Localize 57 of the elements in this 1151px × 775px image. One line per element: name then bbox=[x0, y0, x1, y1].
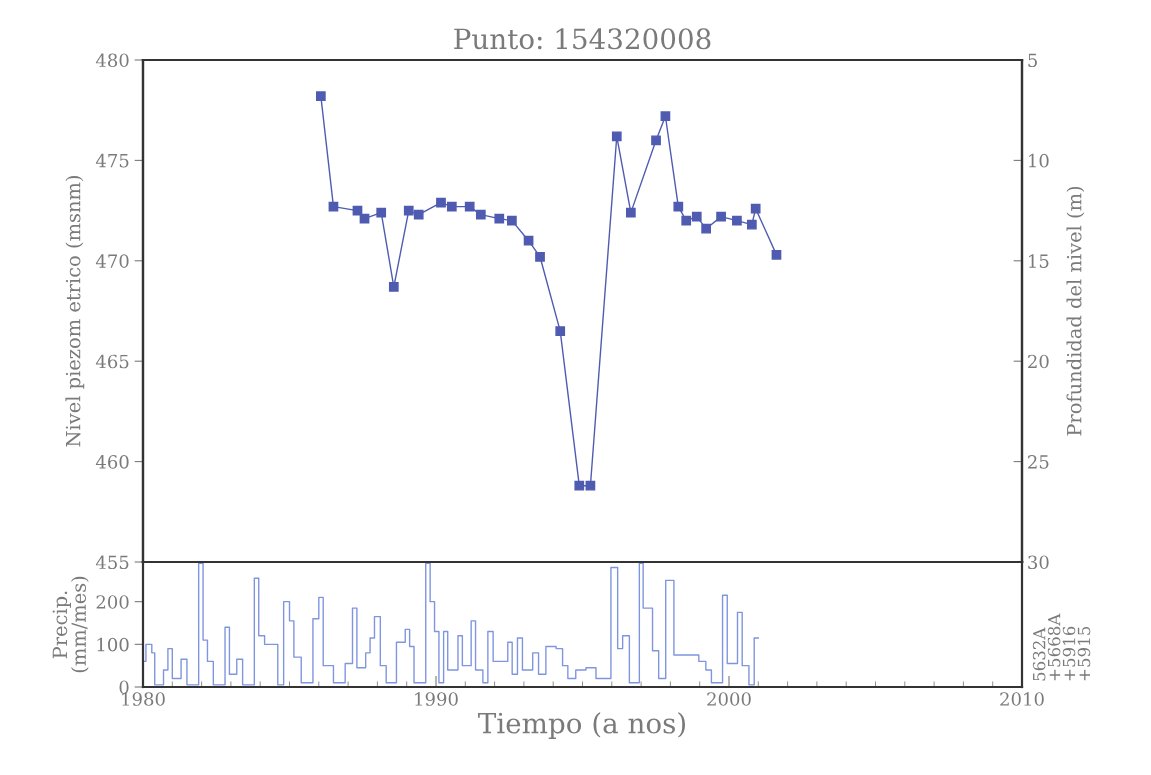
x-tick-label: 1990 bbox=[415, 692, 458, 706]
point bbox=[585, 480, 596, 491]
y-tick-label: 0 bbox=[119, 680, 129, 695]
y2-tick-label: 5 bbox=[1028, 53, 1037, 68]
point bbox=[413, 209, 424, 220]
point bbox=[673, 201, 684, 212]
y2-tick-label: 15 bbox=[1029, 254, 1049, 268]
y2-tick-label: 20 bbox=[1028, 354, 1049, 369]
point bbox=[494, 213, 505, 224]
y-tick-label: 475 bbox=[95, 153, 129, 168]
point bbox=[651, 135, 661, 146]
point bbox=[716, 211, 726, 222]
point bbox=[403, 205, 414, 216]
point bbox=[574, 480, 585, 491]
y2-tick-label: 10 bbox=[1029, 153, 1049, 168]
point bbox=[771, 249, 782, 260]
y-tick-label: 100 bbox=[97, 637, 129, 652]
point bbox=[611, 131, 622, 142]
point bbox=[681, 215, 692, 226]
point bbox=[315, 91, 326, 102]
y-tick-label: 465 bbox=[95, 354, 129, 369]
y-tick-label: 460 bbox=[95, 455, 129, 469]
point bbox=[701, 223, 712, 234]
x-tick-label: 2000 bbox=[707, 692, 751, 706]
y-tick-label: 470 bbox=[95, 254, 129, 268]
point bbox=[507, 215, 517, 226]
point bbox=[746, 219, 757, 230]
y-tick-label: 455 bbox=[95, 555, 129, 570]
point bbox=[732, 215, 742, 226]
text: +5915 bbox=[1077, 626, 1091, 681]
y-axis-title: Precip. (mm/mes) bbox=[52, 576, 89, 673]
point bbox=[475, 209, 486, 220]
point bbox=[436, 197, 446, 208]
point bbox=[464, 201, 475, 212]
point bbox=[376, 207, 387, 218]
text: +5916 bbox=[1062, 626, 1076, 681]
point bbox=[691, 211, 702, 222]
point bbox=[523, 235, 534, 246]
chart-title: Punto: 154320008 bbox=[454, 28, 711, 50]
point bbox=[535, 251, 545, 262]
y-tick-label: 200 bbox=[96, 595, 129, 609]
point bbox=[388, 282, 399, 292]
y2-axis-title: Profundidad del nivel (m) bbox=[1066, 186, 1085, 436]
text: 5632A bbox=[1032, 627, 1046, 681]
y-axis-title: Nivel piezom etrico (msnm) bbox=[65, 176, 85, 447]
y-tick-label: 480 bbox=[95, 53, 129, 68]
x-tick-label: 1980 bbox=[122, 692, 165, 706]
point bbox=[625, 207, 636, 218]
point bbox=[660, 111, 671, 122]
x-axis-title: Tiempo (a nos) bbox=[478, 712, 686, 739]
point bbox=[446, 201, 457, 212]
y2-tick-label: 25 bbox=[1028, 455, 1049, 469]
point bbox=[555, 326, 566, 336]
point bbox=[750, 203, 761, 214]
y2-tick-label: 30 bbox=[1028, 555, 1049, 570]
text: +5668A bbox=[1047, 613, 1061, 681]
x-tick-label: 2010 bbox=[1000, 692, 1044, 706]
